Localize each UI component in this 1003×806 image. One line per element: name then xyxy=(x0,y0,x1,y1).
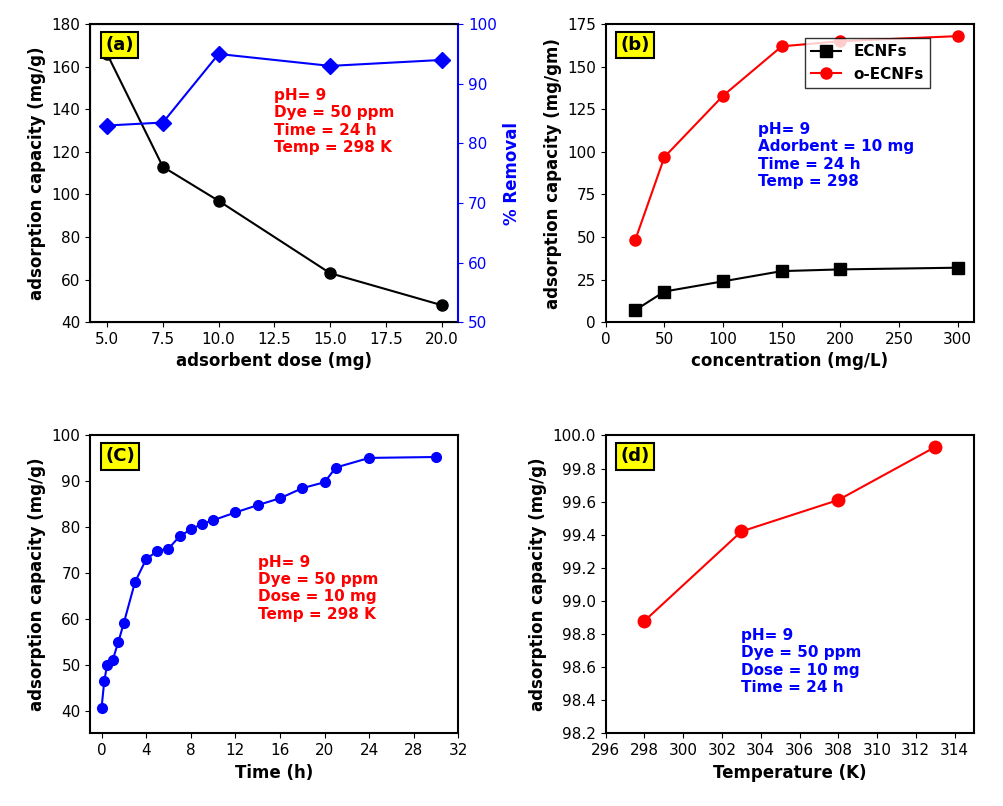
X-axis label: Temperature (K): Temperature (K) xyxy=(712,764,866,782)
Y-axis label: adsorption capacity (mg/g): adsorption capacity (mg/g) xyxy=(529,458,547,711)
X-axis label: Time (h): Time (h) xyxy=(235,764,313,782)
Text: pH= 9
Dye = 50 ppm
Dose = 10 mg
Time = 24 h: pH= 9 Dye = 50 ppm Dose = 10 mg Time = 2… xyxy=(740,628,861,695)
Line: ECNFs: ECNFs xyxy=(629,262,962,316)
Text: pH= 9
Dye = 50 ppm
Time = 24 h
Temp = 298 K: pH= 9 Dye = 50 ppm Time = 24 h Temp = 29… xyxy=(274,88,394,155)
ECNFs xyxy=(716,276,728,286)
o-ECNFs xyxy=(658,152,670,162)
o-ECNFs xyxy=(951,31,963,41)
ECNFs xyxy=(951,263,963,272)
Y-axis label: % Removal: % Removal xyxy=(503,122,521,225)
o-ECNFs xyxy=(833,36,846,46)
o-ECNFs xyxy=(629,235,641,245)
ECNFs xyxy=(833,264,846,274)
Y-axis label: adsorption capacity (mg/g): adsorption capacity (mg/g) xyxy=(28,458,46,711)
X-axis label: concentration (mg/L): concentration (mg/L) xyxy=(690,352,888,371)
Text: (b): (b) xyxy=(620,36,649,54)
o-ECNFs xyxy=(716,91,728,101)
Y-axis label: adsorption capacity (mg/gm): adsorption capacity (mg/gm) xyxy=(543,38,561,309)
ECNFs xyxy=(629,305,641,315)
Legend: ECNFs, o-ECNFs: ECNFs, o-ECNFs xyxy=(804,38,929,88)
Text: (a): (a) xyxy=(105,36,133,54)
Text: (d): (d) xyxy=(620,447,649,465)
ECNFs xyxy=(658,287,670,297)
o-ECNFs xyxy=(775,41,787,51)
Text: pH= 9
Adorbent = 10 mg
Time = 24 h
Temp = 298: pH= 9 Adorbent = 10 mg Time = 24 h Temp … xyxy=(757,122,914,189)
X-axis label: adsorbent dose (mg): adsorbent dose (mg) xyxy=(177,352,372,371)
Y-axis label: adsorption capacity (mg/g): adsorption capacity (mg/g) xyxy=(28,47,46,300)
Text: pH= 9
Dye = 50 ppm
Dose = 10 mg
Temp = 298 K: pH= 9 Dye = 50 ppm Dose = 10 mg Temp = 2… xyxy=(258,555,378,622)
ECNFs xyxy=(775,266,787,276)
Text: (C): (C) xyxy=(105,447,134,465)
Line: o-ECNFs: o-ECNFs xyxy=(629,31,962,246)
